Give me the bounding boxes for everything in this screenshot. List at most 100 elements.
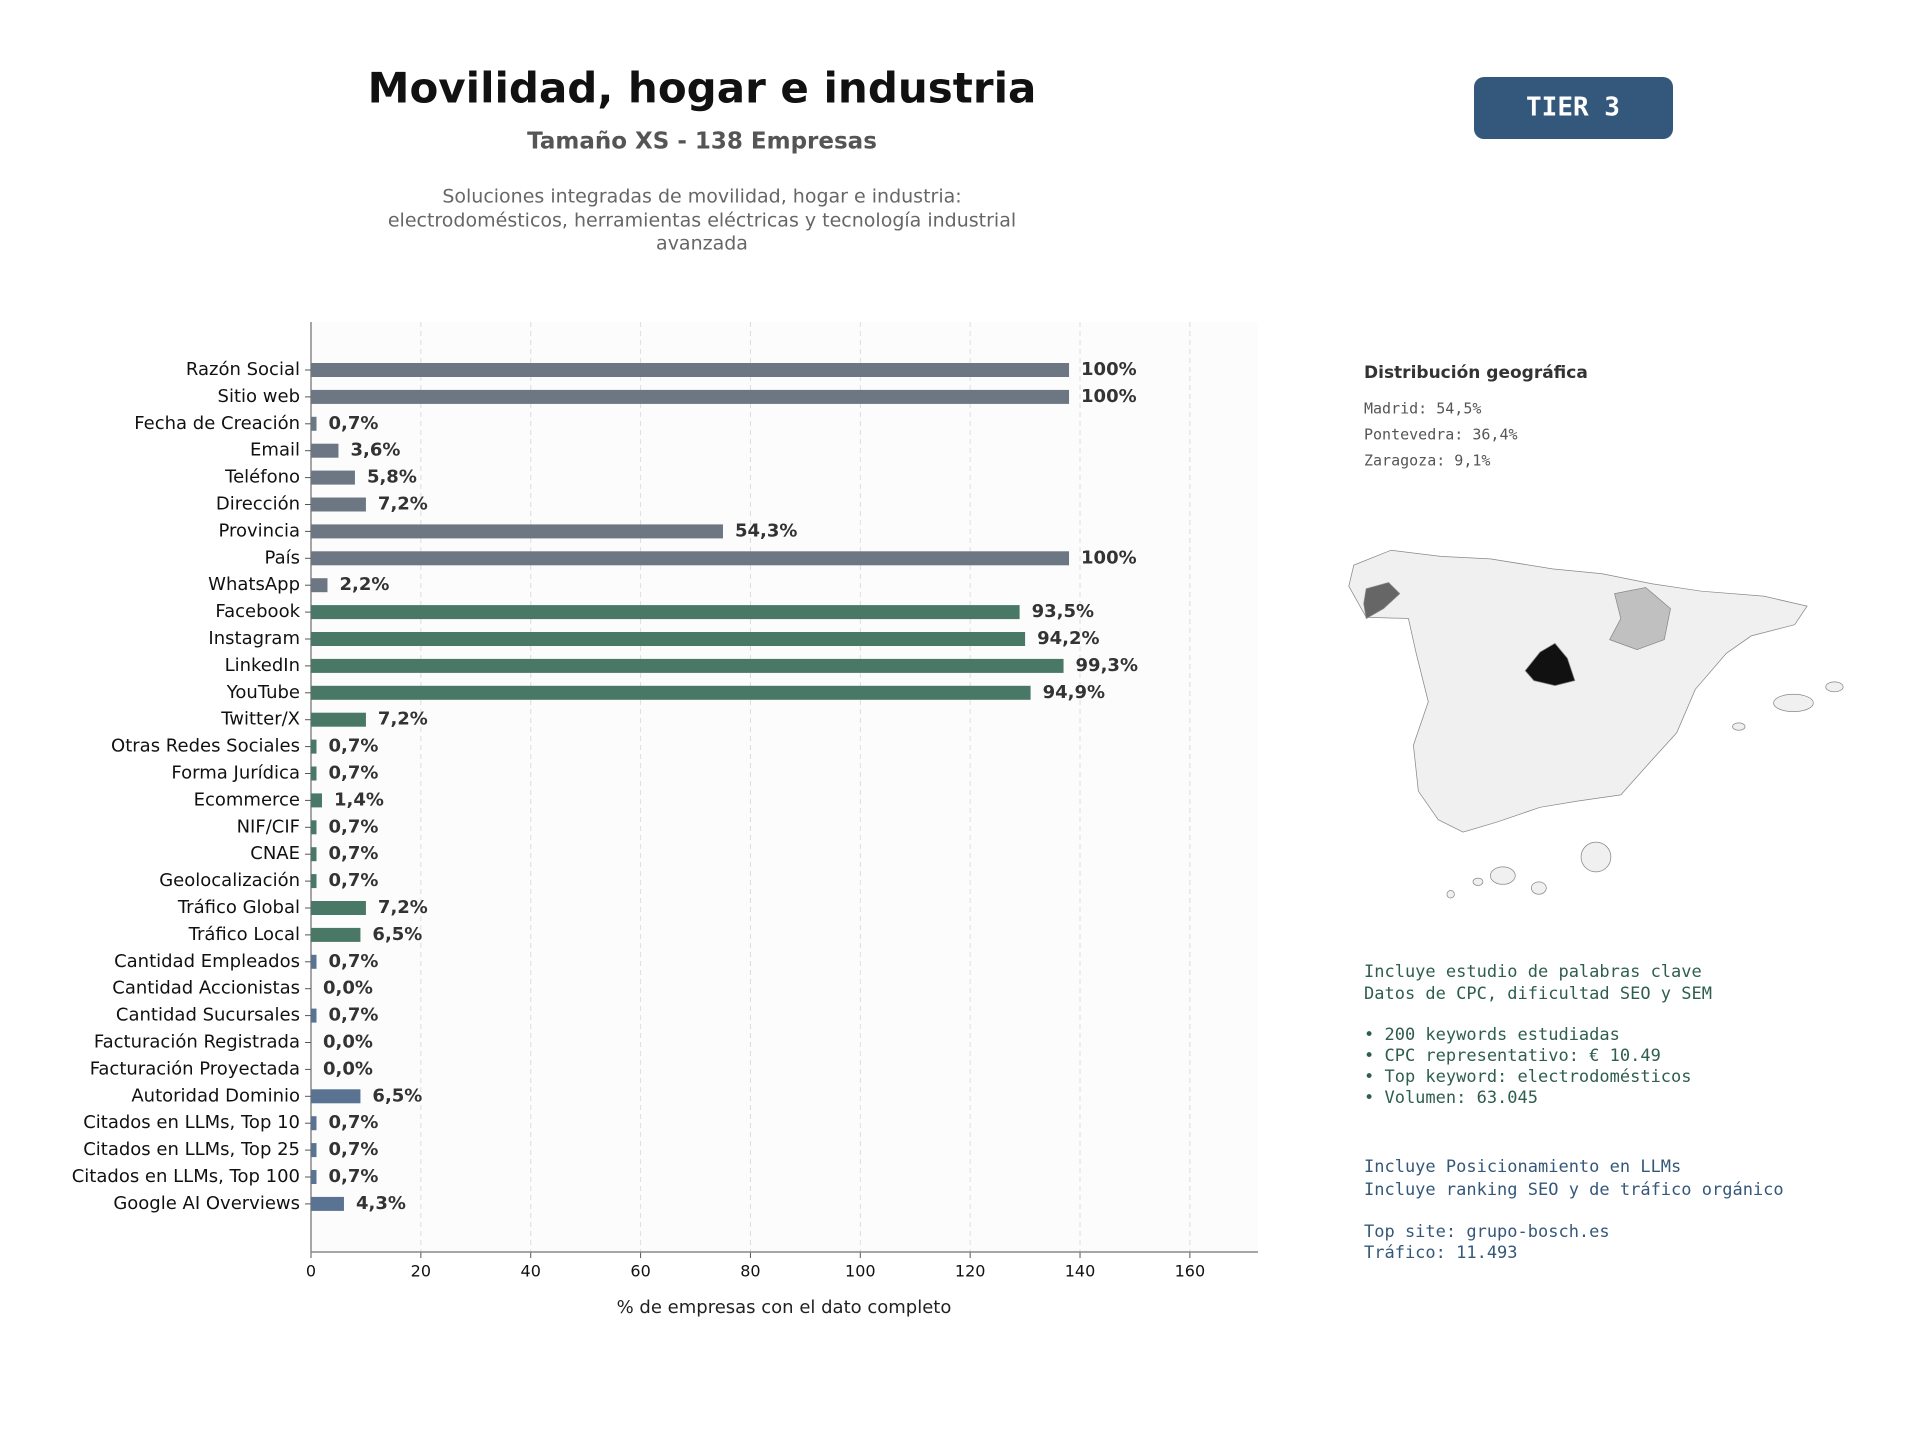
keywords-bullet: • Top keyword: electrodomésticos: [1364, 1067, 1692, 1087]
y-tick-label: Ecommerce: [194, 789, 300, 810]
bar: [311, 847, 317, 862]
y-tick-label: YouTube: [226, 682, 300, 703]
bar: [311, 1116, 317, 1131]
spain-map: [1348, 549, 1844, 899]
bar: [311, 1089, 361, 1104]
y-tick-label: Facebook: [215, 601, 300, 622]
value-label: 99,3%: [1076, 655, 1138, 676]
value-label: 0,7%: [328, 413, 378, 434]
bar: [311, 578, 328, 593]
x-tick-label: 20: [411, 1262, 431, 1281]
y-tick-label: Cantidad Sucursales: [116, 1005, 300, 1026]
value-label: 7,2%: [378, 494, 428, 515]
bar: [311, 658, 1064, 673]
value-label: 6,5%: [372, 924, 422, 945]
llm-line: Incluye ranking SEO y de tráfico orgánic…: [1364, 1180, 1784, 1200]
value-label: 100%: [1081, 547, 1137, 568]
y-tick-label: Autoridad Dominio: [131, 1085, 300, 1106]
keywords-bullet: • Volumen: 63.045: [1364, 1088, 1538, 1108]
bar: [311, 1008, 317, 1023]
bar: [311, 901, 366, 915]
y-tick-label: Citados en LLMs, Top 10: [83, 1112, 300, 1133]
x-tick-label: 120: [955, 1262, 986, 1281]
site-line: Tráfico: 11.493: [1364, 1243, 1518, 1263]
plot-area: [311, 322, 1258, 1252]
geo-title: Distribución geográfica: [1364, 363, 1588, 383]
description: electrodomésticos, herramientas eléctric…: [388, 210, 1016, 232]
value-label: 100%: [1081, 386, 1137, 407]
x-tick-label: 0: [306, 1262, 316, 1281]
llm-line: Incluye Posicionamiento en LLMs: [1364, 1157, 1681, 1177]
y-tick-label: Sitio web: [218, 386, 300, 407]
bar: [311, 389, 1070, 404]
description: Soluciones integradas de movilidad, hoga…: [442, 186, 961, 208]
x-tick-label: 60: [630, 1262, 650, 1281]
value-label: 93,5%: [1032, 601, 1094, 622]
keywords-bullet: • CPC representativo: € 10.49: [1364, 1046, 1661, 1066]
site-line: Top site: grupo-bosch.es: [1364, 1222, 1610, 1242]
value-label: 5,8%: [367, 467, 417, 488]
value-label: 0,7%: [328, 1005, 378, 1026]
y-tick-label: NIF/CIF: [237, 816, 300, 837]
x-tick-label: 160: [1175, 1262, 1206, 1281]
bar: [311, 443, 339, 458]
bar: [311, 497, 366, 512]
bar: [311, 685, 1031, 700]
value-label: 94,2%: [1037, 628, 1099, 649]
y-tick-label: CNAE: [250, 843, 300, 864]
bar: [311, 524, 723, 539]
y-tick-label: Facturación Proyectada: [90, 1058, 300, 1079]
y-tick-label: Provincia: [218, 520, 300, 541]
y-tick-label: Citados en LLMs, Top 100: [72, 1166, 300, 1187]
bar: [311, 1196, 344, 1211]
bar: [311, 739, 317, 754]
value-label: 7,2%: [378, 709, 428, 730]
title: Movilidad, hogar e industria: [368, 64, 1037, 113]
y-tick-label: Cantidad Accionistas: [112, 978, 300, 999]
y-tick-label: Razón Social: [186, 359, 300, 380]
value-label: 0,7%: [328, 1166, 378, 1187]
bar: [311, 363, 1070, 377]
y-tick-label: Tráfico Global: [177, 897, 300, 918]
value-label: 0,0%: [323, 978, 373, 999]
value-label: 0,7%: [328, 951, 378, 972]
value-label: 2,2%: [339, 574, 389, 595]
value-label: 54,3%: [735, 520, 797, 541]
value-label: 0,0%: [323, 1058, 373, 1079]
value-label: 7,2%: [378, 897, 428, 918]
y-tick-label: Geolocalización: [159, 870, 300, 891]
y-tick-label: Citados en LLMs, Top 25: [83, 1139, 300, 1160]
y-tick-label: Forma Jurídica: [171, 763, 300, 784]
y-tick-label: LinkedIn: [225, 655, 300, 676]
bar: [311, 793, 322, 808]
bar: [311, 470, 355, 485]
bar: [311, 820, 317, 835]
bar: [311, 1143, 317, 1158]
value-label: 0,7%: [328, 870, 378, 891]
y-tick-label: Otras Redes Sociales: [111, 736, 300, 757]
y-tick-label: País: [265, 547, 300, 568]
value-label: 0,0%: [323, 1032, 373, 1053]
y-tick-label: Twitter/X: [220, 709, 300, 730]
value-label: 0,7%: [328, 1112, 378, 1133]
y-tick-label: Instagram: [208, 628, 300, 649]
value-label: 3,6%: [350, 440, 400, 461]
y-tick-label: WhatsApp: [208, 574, 300, 595]
y-tick-label: Cantidad Empleados: [114, 951, 300, 972]
bar: [311, 416, 317, 431]
x-tick-label: 100: [845, 1262, 876, 1281]
bar: [311, 874, 317, 889]
y-tick-label: Tráfico Local: [188, 924, 300, 945]
value-label: 0,7%: [328, 763, 378, 784]
bar: [311, 927, 361, 942]
y-tick-label: Google AI Overviews: [113, 1193, 300, 1214]
value-label: 6,5%: [372, 1085, 422, 1106]
bar: [311, 632, 1026, 646]
geo-item: Madrid: 54,5%: [1364, 400, 1481, 418]
x-axis-label: % de empresas con el dato completo: [617, 1297, 952, 1318]
bar: [311, 605, 1020, 620]
keywords-line: Incluye estudio de palabras clave: [1364, 962, 1702, 982]
value-label: 0,7%: [328, 1139, 378, 1160]
subtitle: Tamaño XS - 138 Empresas: [527, 129, 877, 155]
